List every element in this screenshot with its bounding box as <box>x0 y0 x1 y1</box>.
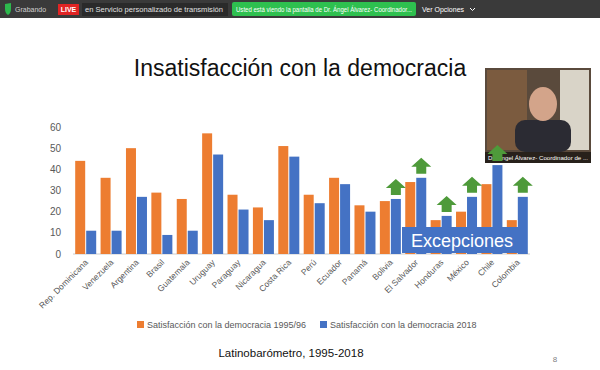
tick-label: 40 <box>50 164 62 175</box>
annotation: Excepciones <box>411 231 513 251</box>
x-axis: Rep. DominicanaVenezuelaArgentinaBrasilG… <box>37 257 522 311</box>
speaker-caption: Dr. Ángel Álvarez- Coordinador de ... <box>488 155 588 161</box>
tick-mark <box>70 254 73 255</box>
sharing-label: Usted está viendo la pantalla de Dr. Áng… <box>236 5 412 14</box>
live-badge <box>58 4 79 15</box>
legend-swatch <box>137 321 144 328</box>
bar <box>137 197 147 254</box>
bar <box>278 146 288 254</box>
options-button[interactable]: Ver Opciones <box>422 6 465 14</box>
legend-swatch <box>320 321 327 328</box>
source: Latinobarómetro, 1995-2018 <box>218 347 363 359</box>
up-arrow <box>513 177 533 193</box>
chart-title: Insatisfacción con la democracia <box>134 55 467 81</box>
bar <box>101 178 111 254</box>
recording-label: Grabando <box>15 6 46 13</box>
bar <box>253 207 263 254</box>
category-label: Costa Rica <box>257 257 294 294</box>
tick-label: 30 <box>50 185 62 196</box>
tick-label: 10 <box>50 227 62 238</box>
stream-label: en Servicio personalizado de transmisión <box>85 6 223 14</box>
category-label: Argentina <box>108 257 141 290</box>
y-axis: 0 10 20 30 40 50 60 <box>50 122 73 260</box>
bar <box>264 220 274 254</box>
webcam-tile: Dr. Ángel Álvarez- Coordinador de ... <box>485 68 591 163</box>
legend: Satisfacción con la democracia 1995/96 Sa… <box>137 320 477 330</box>
up-arrow <box>437 196 457 212</box>
category-label: Perú <box>299 257 319 277</box>
bar <box>315 203 325 254</box>
webcam-bg <box>485 68 591 163</box>
tick-mark <box>70 211 73 212</box>
speaker-head <box>529 87 557 121</box>
bar <box>380 201 390 254</box>
category-label: México <box>445 257 471 283</box>
bar <box>112 231 122 254</box>
exception-arrows <box>386 145 533 212</box>
category-label: Colombia <box>489 257 522 290</box>
stream-box <box>82 3 228 16</box>
sharing-pill <box>232 2 416 16</box>
category-label: Panamá <box>340 257 370 287</box>
category-label: Chile <box>476 257 497 278</box>
bar <box>365 212 375 254</box>
bar <box>213 155 223 254</box>
bar <box>86 231 96 254</box>
annotation-box <box>402 227 522 253</box>
bar <box>329 178 339 254</box>
bar <box>162 235 172 254</box>
up-arrow <box>411 158 431 174</box>
bar <box>188 231 198 254</box>
bar <box>304 195 314 254</box>
bar <box>228 195 238 254</box>
up-arrow <box>487 145 507 161</box>
category-label: Honduras <box>412 257 445 290</box>
top-bar <box>0 0 600 18</box>
tick-mark <box>70 148 73 149</box>
bar <box>75 161 85 254</box>
category-label: El Salvador <box>382 257 420 295</box>
page: Grabando LIVE en Servicio personalizado de… <box>0 0 600 370</box>
up-arrow <box>462 177 482 193</box>
tick-mark <box>70 190 73 191</box>
tick-label: 60 <box>50 122 62 133</box>
tick-label: 20 <box>50 206 62 217</box>
options-caret <box>470 8 475 11</box>
shield-icon <box>5 3 11 15</box>
tick-mark <box>70 169 73 170</box>
tick-label: 0 <box>55 249 61 260</box>
bar <box>391 199 401 254</box>
bar <box>354 205 364 254</box>
legend-label: Satisfacción con la democracia 2018 <box>330 320 477 330</box>
legend-label: Satisfacción con la democracia 1995/96 <box>147 320 306 330</box>
tick-mark <box>70 127 73 128</box>
bar <box>340 184 350 254</box>
category-label: Venezuela <box>80 257 115 292</box>
live-label: LIVE <box>61 6 77 13</box>
bar <box>289 157 299 254</box>
bar <box>177 199 187 254</box>
category-label: Brasil <box>144 257 166 279</box>
speaker-body <box>515 120 571 152</box>
category-label: Guatemala <box>155 257 192 294</box>
tick-label: 50 <box>50 143 62 154</box>
slide-bg <box>0 0 600 370</box>
bar <box>151 193 161 254</box>
bar <box>239 210 249 254</box>
slide-number: 8 <box>553 355 558 364</box>
bar <box>202 133 212 254</box>
category-label: Ecuador <box>315 257 345 287</box>
tick-mark <box>70 232 73 233</box>
up-arrow <box>386 179 406 195</box>
bar <box>126 148 136 254</box>
bars <box>75 133 528 254</box>
